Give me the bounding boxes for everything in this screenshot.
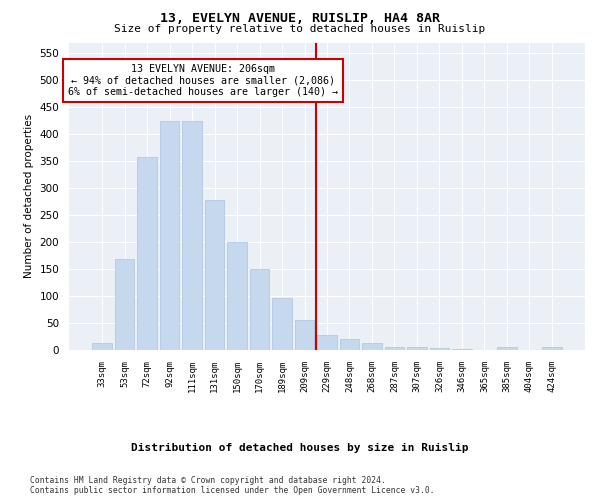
Bar	[362, 343, 382, 350]
Text: Size of property relative to detached houses in Ruislip: Size of property relative to detached ho…	[115, 24, 485, 34]
Bar	[407, 348, 427, 350]
Text: 13 EVELYN AVENUE: 206sqm
← 94% of detached houses are smaller (2,086)
6% of semi: 13 EVELYN AVENUE: 206sqm ← 94% of detach…	[68, 64, 338, 98]
Bar	[295, 320, 314, 350]
Y-axis label: Number of detached properties: Number of detached properties	[24, 114, 34, 278]
Bar	[160, 120, 179, 350]
Bar	[115, 260, 134, 350]
Bar	[385, 347, 404, 350]
Bar	[340, 339, 359, 350]
Bar	[92, 343, 112, 350]
Text: Distribution of detached houses by size in Ruislip: Distribution of detached houses by size …	[131, 442, 469, 452]
Bar	[542, 348, 562, 350]
Bar	[497, 348, 517, 350]
Bar	[430, 348, 449, 350]
Bar	[317, 335, 337, 350]
Bar	[205, 200, 224, 350]
Text: 13, EVELYN AVENUE, RUISLIP, HA4 8AR: 13, EVELYN AVENUE, RUISLIP, HA4 8AR	[160, 12, 440, 26]
Bar	[182, 120, 202, 350]
Bar	[227, 242, 247, 350]
Text: Contains HM Land Registry data © Crown copyright and database right 2024.
Contai: Contains HM Land Registry data © Crown c…	[30, 476, 434, 495]
Bar	[137, 157, 157, 350]
Bar	[272, 298, 292, 350]
Bar	[250, 269, 269, 350]
